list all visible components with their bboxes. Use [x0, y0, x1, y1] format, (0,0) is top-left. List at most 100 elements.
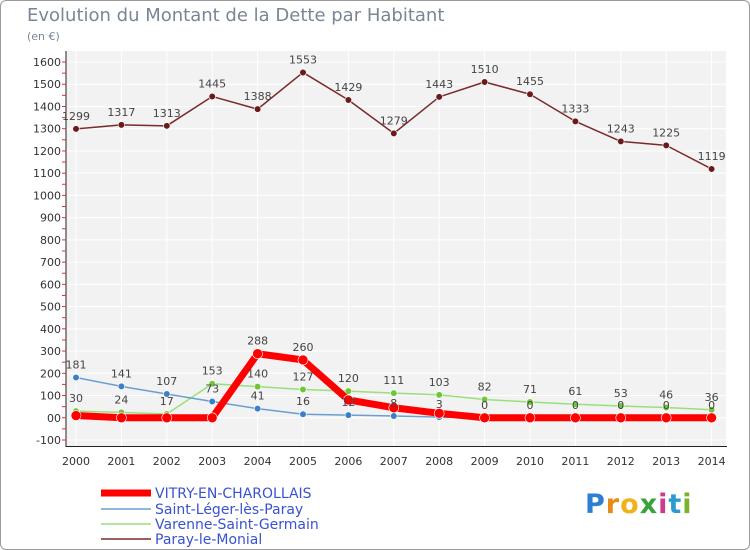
data-label: 107 — [156, 375, 177, 388]
y-tick-label: 1200 — [33, 145, 61, 158]
data-label: 1388 — [244, 90, 272, 103]
data-label: 1445 — [198, 77, 226, 90]
data-point — [208, 380, 216, 388]
data-label: 1510 — [471, 63, 499, 76]
data-point — [163, 122, 171, 130]
y-tick-label: 1000 — [33, 189, 61, 202]
data-label: 260 — [293, 341, 314, 354]
data-label: 30 — [69, 392, 83, 405]
y-tick-label: 1400 — [33, 100, 61, 113]
series-3 — [72, 68, 716, 173]
data-point — [479, 412, 490, 424]
series-layer: 1299 1317 1313 1445 1388 1553 1429 1279 1443 1510… — [62, 53, 726, 424]
data-point — [481, 78, 489, 86]
data-point — [299, 68, 307, 77]
y-tick-label: -100 — [36, 434, 61, 447]
legend-label: Varenne-Saint-Germain — [155, 517, 319, 533]
proxiti-logo: Proxiti — [585, 489, 693, 520]
data-point — [433, 408, 445, 419]
legend-item-2: Varenne-Saint-Germain — [101, 517, 319, 533]
data-label: 1313 — [153, 107, 181, 120]
data-point — [662, 403, 670, 412]
data-point — [390, 129, 398, 137]
data-point — [208, 397, 216, 406]
chart-unit: (en €) — [27, 30, 60, 43]
data-point — [571, 400, 580, 408]
data-label: 24 — [114, 393, 128, 406]
data-label: 1455 — [516, 75, 544, 88]
x-tick-label: 2014 — [698, 455, 726, 468]
data-label: 8 — [390, 397, 397, 410]
y-tick-label: 1500 — [33, 78, 61, 91]
data-label: 1299 — [62, 110, 90, 123]
x-tick-label: 2006 — [334, 455, 362, 468]
data-point — [254, 405, 262, 413]
data-label: 103 — [429, 376, 450, 389]
x-tick-label: 2011 — [561, 455, 589, 468]
x-tick-label: 2007 — [380, 455, 408, 468]
chart-title: Evolution du Montant de la Dette par Hab… — [27, 5, 445, 26]
data-point — [344, 411, 353, 419]
y-tick-label: 1600 — [33, 56, 61, 69]
x-tick-label: 2012 — [607, 455, 635, 468]
data-point — [435, 391, 443, 399]
axes: 1600150014001300120011001000900800700600… — [33, 51, 727, 468]
data-label: 41 — [251, 390, 265, 403]
x-tick-label: 2008 — [425, 455, 453, 468]
data-label: 46 — [659, 389, 673, 402]
data-label: 1429 — [334, 81, 362, 94]
data-point — [299, 385, 307, 394]
data-point — [390, 389, 398, 397]
data-point — [660, 412, 672, 424]
data-label: 17 — [160, 395, 174, 408]
x-tick-label: 2010 — [516, 455, 544, 468]
data-point — [161, 412, 173, 424]
data-point — [388, 402, 400, 414]
x-tick-label: 2000 — [62, 455, 90, 468]
data-label: 12 — [341, 396, 355, 409]
data-label: 3 — [436, 398, 443, 411]
data-point — [72, 373, 80, 382]
y-tick-label: 200 — [40, 367, 61, 380]
y-tick-label: 900 — [40, 212, 61, 225]
data-point — [163, 390, 171, 398]
y-tick-label: 400 — [40, 323, 61, 336]
legend-item-1: Saint-Léger-lès-Paray — [101, 502, 303, 518]
data-label: 127 — [293, 371, 314, 384]
data-label: 1553 — [289, 53, 317, 66]
x-tick-label: 2009 — [471, 455, 499, 468]
legend-item-3: Paray-le-Monial — [101, 532, 262, 548]
data-point — [344, 387, 353, 395]
x-tick-label: 2004 — [244, 455, 272, 468]
plot-area — [66, 51, 726, 446]
data-label: 1119 — [698, 150, 726, 163]
legend-item-0: VITRY-EN-CHAROLLAIS — [101, 486, 312, 502]
data-point — [662, 141, 670, 149]
data-label: 1333 — [561, 102, 589, 115]
data-label: 288 — [247, 335, 268, 348]
data-point — [390, 412, 398, 420]
y-tick-label: 100 — [40, 390, 61, 403]
y-tick-label: 00 — [47, 412, 61, 425]
data-point — [208, 92, 216, 101]
data-point — [72, 125, 80, 133]
data-label: 0 — [708, 399, 715, 412]
data-label: 0 — [617, 399, 624, 412]
y-tick-label: 1100 — [33, 167, 61, 180]
data-point — [116, 412, 127, 424]
y-tick-label: 800 — [40, 234, 61, 247]
legend-label: VITRY-EN-CHAROLLAIS — [155, 486, 312, 502]
data-label: 0 — [481, 399, 488, 412]
x-tick-label: 2002 — [153, 455, 181, 468]
data-point — [707, 165, 716, 173]
data-point — [617, 402, 625, 410]
data-point — [252, 348, 263, 360]
data-point — [524, 412, 536, 424]
data-point — [343, 394, 354, 406]
data-label: 73 — [205, 383, 219, 396]
data-label: 53 — [614, 387, 628, 400]
data-point — [617, 137, 625, 145]
data-label: 16 — [296, 395, 310, 408]
data-point — [206, 412, 218, 424]
y-tick-label: 600 — [40, 278, 61, 291]
